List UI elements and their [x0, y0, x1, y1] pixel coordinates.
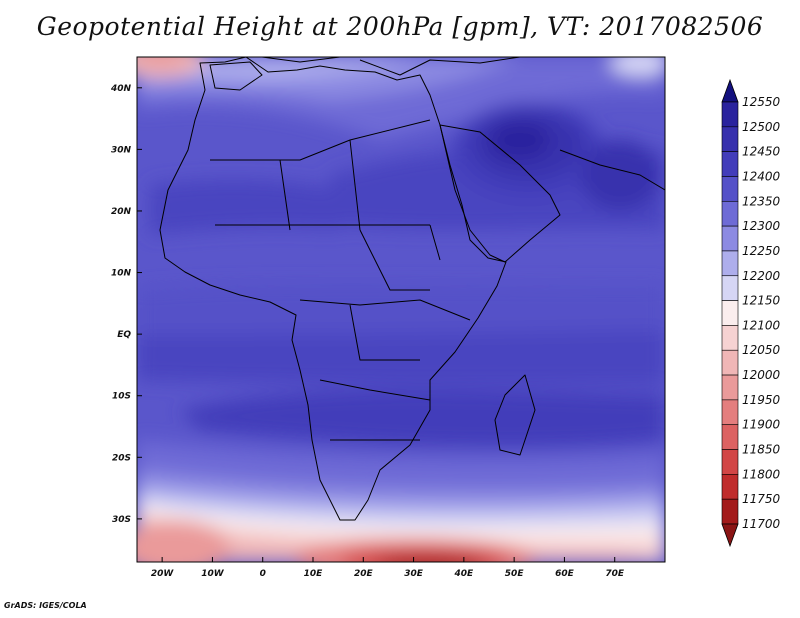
colorbar-label: 11700 — [742, 517, 781, 531]
iberia — [209, 61, 263, 91]
colorbar-label: 12050 — [742, 343, 781, 357]
colorbar-swatch — [721, 399, 739, 426]
x-tick-label: 20W — [151, 569, 175, 579]
africa-coastline — [159, 57, 507, 521]
y-tick-label: 30N — [111, 145, 132, 155]
colorbar-legend: 12550 12500 12450 12400 12350 12300 12250 12200… — [721, 78, 781, 548]
colorbar-swatch — [721, 101, 739, 128]
x-tick-label: 70E — [605, 569, 625, 579]
border-sahara — [210, 119, 441, 291]
colorbar-swatch — [721, 424, 739, 450]
colorbar-label: 12300 — [742, 219, 781, 233]
x-tick-label: 20E — [354, 569, 374, 579]
colorbar-label: 12200 — [742, 269, 781, 283]
map-frame — [136, 56, 666, 563]
arabia-coastline — [439, 124, 561, 263]
geopotential-height-field — [137, 57, 665, 562]
border-central — [299, 299, 471, 441]
colorbar-label: 12100 — [742, 318, 781, 332]
colorbar-swatch — [721, 250, 739, 277]
y-tick-label: 20N — [111, 207, 132, 217]
colorbar-label: 12450 — [742, 145, 781, 159]
y-tick-label: 10S — [112, 392, 131, 402]
colorbar-label: 11950 — [742, 393, 781, 407]
y-tick-label: 40N — [110, 84, 132, 94]
colorbar-swatch — [721, 275, 739, 301]
colorbar-swatch — [721, 349, 739, 376]
colorbar-swatch — [721, 200, 739, 227]
x-tick-label: 0 — [260, 569, 266, 579]
colorbar-swatch — [721, 474, 739, 500]
colorbar-swatch — [721, 300, 739, 326]
colorbar-label: 12400 — [742, 169, 781, 183]
colorbar-label: 12250 — [742, 244, 781, 258]
colorbar-swatch — [721, 126, 739, 152]
colorbar-top-arrow — [721, 78, 739, 103]
colorbar-label: 12000 — [742, 368, 781, 382]
grads-credit: GrADS: IGES/COLA — [4, 601, 87, 610]
y-axis: 40N 30N 20N 10N EQ 10S 20S 30S — [110, 84, 142, 525]
colorbar-label: 11800 — [742, 467, 781, 481]
x-axis: 20W 10W 0 10E 20E 30E 40E 50E 60E 70E — [151, 557, 625, 579]
madagascar — [494, 374, 536, 456]
x-tick-label: 10W — [201, 569, 225, 579]
colorbar-swatch — [721, 325, 739, 351]
colorbar-swatch — [721, 225, 739, 252]
colorbar-label: 12350 — [742, 194, 781, 208]
colorbar-bottom-arrow — [721, 523, 739, 548]
europe-coast — [261, 57, 521, 76]
colorbar-swatch — [721, 176, 739, 202]
y-tick-label: 20S — [112, 453, 131, 463]
colorbar-swatch — [721, 449, 739, 475]
persia-india-coast — [559, 149, 665, 191]
colorbar-label: 12500 — [742, 120, 781, 134]
y-tick-label: 30S — [112, 515, 131, 525]
x-tick-label: 50E — [505, 569, 525, 579]
colorbar-swatch — [721, 374, 739, 401]
colorbar-label: 12150 — [742, 294, 781, 308]
x-tick-label: 60E — [555, 569, 575, 579]
x-tick-label: 30E — [404, 569, 424, 579]
map-title: Geopotential Height at 200hPa [gpm], VT:… — [36, 12, 764, 41]
coastlines-and-borders — [159, 57, 665, 521]
y-tick-label: 10N — [111, 269, 132, 279]
colorbar-label: 11850 — [742, 443, 781, 457]
colorbar-label: 11900 — [742, 418, 781, 432]
x-tick-label: 10E — [304, 569, 324, 579]
colorbar-swatch — [721, 151, 739, 177]
colorbar-swatch — [721, 498, 739, 525]
y-tick-label: EQ — [117, 330, 131, 340]
x-tick-label: 40E — [454, 569, 475, 579]
colorbar-label: 11750 — [742, 492, 781, 506]
colorbar-label: 12550 — [742, 95, 781, 109]
